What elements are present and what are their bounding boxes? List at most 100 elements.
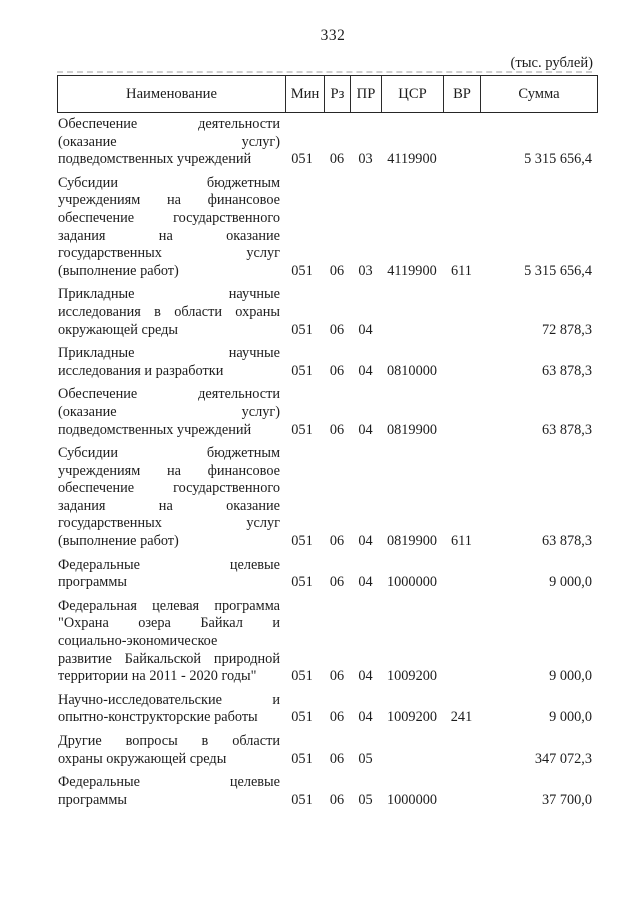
row-pr: 03 — [358, 151, 373, 168]
name-line: подведомственных учреждений — [58, 421, 252, 438]
row-csr: 1000000 — [386, 791, 438, 808]
row-rz: 06 — [329, 709, 345, 726]
table-row: Обеспечение деятельности (оказание услуг)… — [58, 116, 598, 169]
name-line: Федеральные целевые — [58, 774, 280, 791]
header-cell-sum: Сумма — [480, 76, 597, 112]
name-line: Другие вопросы в области — [58, 733, 280, 749]
row-min: 051 — [291, 421, 313, 438]
table-row: Федеральная целевая программа "Охрана озе… — [58, 598, 598, 686]
row-rz: 06 — [329, 421, 345, 438]
row-csr: 1009200 — [386, 709, 438, 726]
header-cell-pr: ПР — [350, 76, 381, 112]
name-line: задания на оказание — [58, 497, 280, 514]
name-line: Федеральная целевая программа — [58, 597, 280, 614]
header-cell-name: Наименование — [126, 85, 217, 102]
row-name: Федеральные целевые программы — [58, 774, 280, 809]
row-pr: 04 — [358, 362, 373, 379]
row-min: 051 — [291, 750, 313, 767]
row-name: Федеральная целевая программа "Охрана озе… — [58, 598, 280, 686]
row-sum: 37 700,0 — [541, 791, 592, 808]
row-csr: 1000000 — [386, 574, 438, 591]
row-csr: 0819900 — [386, 533, 438, 550]
row-rz: 06 — [329, 750, 345, 767]
row-min: 051 — [291, 262, 313, 279]
row-name: Субсидии бюджетным учреждениям на финансо… — [58, 445, 280, 551]
name-line: программы — [58, 574, 128, 591]
row-pr: 04 — [358, 421, 373, 438]
row-vr: 611 — [451, 262, 472, 279]
row-rz: 06 — [329, 574, 345, 591]
row-sum: 5 315 656,4 — [524, 151, 592, 168]
table-row: Федеральные целевые программы 051 06 05 1… — [58, 774, 598, 809]
table-row: Субсидии бюджетным учреждениям на финансо… — [58, 175, 598, 281]
name-line: учреждениям на финансовое — [58, 462, 280, 479]
page-number: 332 — [320, 27, 346, 44]
row-sum: 347 072,3 — [534, 750, 592, 767]
row-min: 051 — [291, 574, 313, 591]
name-line: обеспечение государственного — [58, 480, 280, 497]
name-line: окружающей среды — [58, 321, 179, 338]
row-pr: 04 — [358, 574, 373, 591]
row-sum: 9 000,0 — [549, 668, 592, 685]
row-rz: 06 — [329, 362, 345, 379]
row-csr: 4119900 — [387, 151, 437, 168]
name-line: Субсидии бюджетным — [58, 174, 280, 191]
row-sum: 63 878,3 — [541, 533, 592, 550]
row-rz: 06 — [329, 262, 345, 279]
row-rz: 06 — [329, 151, 345, 168]
row-rz: 06 — [329, 533, 345, 550]
row-rz: 06 — [329, 791, 345, 808]
row-min: 051 — [291, 668, 313, 685]
budget-table-header: Наименование Мин Рз ПР ЦСР ВР Сумма — [57, 75, 598, 113]
name-line: исследования в области охраны — [58, 303, 280, 320]
row-name: Научно-исследовательские и опытно-констру… — [58, 692, 280, 727]
row-pr: 04 — [358, 321, 373, 338]
row-name: Обеспечение деятельности (оказание услуг)… — [58, 386, 280, 439]
header-cell-min: Мин — [285, 76, 324, 112]
name-line: программы — [58, 791, 128, 808]
row-sum: 63 878,3 — [541, 362, 592, 379]
header-cell-csr: ЦСР — [381, 76, 443, 112]
units-note: (тыс. рублей) — [510, 55, 593, 71]
row-vr: 611 — [451, 533, 472, 550]
name-line: подведомственных учреждений — [58, 151, 252, 168]
name-line: охраны окружающей среды — [58, 750, 227, 767]
row-min: 051 — [291, 321, 313, 338]
row-pr: 03 — [358, 262, 373, 279]
name-line: (оказание услуг) — [58, 403, 280, 420]
name-line: исследования и разработки — [58, 362, 224, 379]
name-line: государственных услуг — [58, 245, 280, 262]
row-name: Обеспечение деятельности (оказание услуг)… — [58, 116, 280, 169]
name-line: (оказание услуг) — [58, 133, 280, 150]
name-line: обеспечение государственного — [58, 209, 280, 226]
table-row: Прикладные научные исследования в области… — [58, 286, 598, 339]
table-row: Другие вопросы в области охраны окружающе… — [58, 733, 598, 768]
name-line: Научно-исследовательские и — [58, 691, 280, 708]
header-cell-vr: ВР — [443, 76, 480, 112]
name-line: Обеспечение деятельности — [58, 386, 280, 403]
name-line: (выполнение работ) — [58, 533, 179, 550]
name-line: Обеспечение деятельности — [58, 116, 280, 132]
row-sum: 63 878,3 — [541, 421, 592, 438]
row-sum: 5 315 656,4 — [524, 262, 592, 279]
row-name: Другие вопросы в области охраны окружающе… — [58, 733, 280, 768]
row-name: Федеральные целевые программы — [58, 557, 280, 592]
row-rz: 06 — [329, 321, 345, 338]
row-rz: 06 — [329, 668, 345, 685]
row-pr: 04 — [358, 709, 373, 726]
name-line: задания на оказание — [58, 227, 280, 244]
row-csr: 0819900 — [386, 421, 438, 438]
name-line: государственных услуг — [58, 515, 280, 532]
scan-artifact-line — [57, 71, 592, 73]
table-row: Субсидии бюджетным учреждениям на финансо… — [58, 445, 598, 551]
row-min: 051 — [291, 709, 313, 726]
name-line: Прикладные научные — [58, 286, 280, 303]
table-row: Обеспечение деятельности (оказание услуг)… — [58, 386, 598, 439]
row-csr: 0810000 — [386, 362, 438, 379]
row-sum: 9 000,0 — [549, 574, 592, 591]
row-pr: 05 — [358, 750, 373, 767]
row-min: 051 — [291, 791, 313, 808]
name-line: учреждениям на финансовое — [58, 192, 280, 209]
header-cell-rz: Рз — [324, 76, 350, 112]
